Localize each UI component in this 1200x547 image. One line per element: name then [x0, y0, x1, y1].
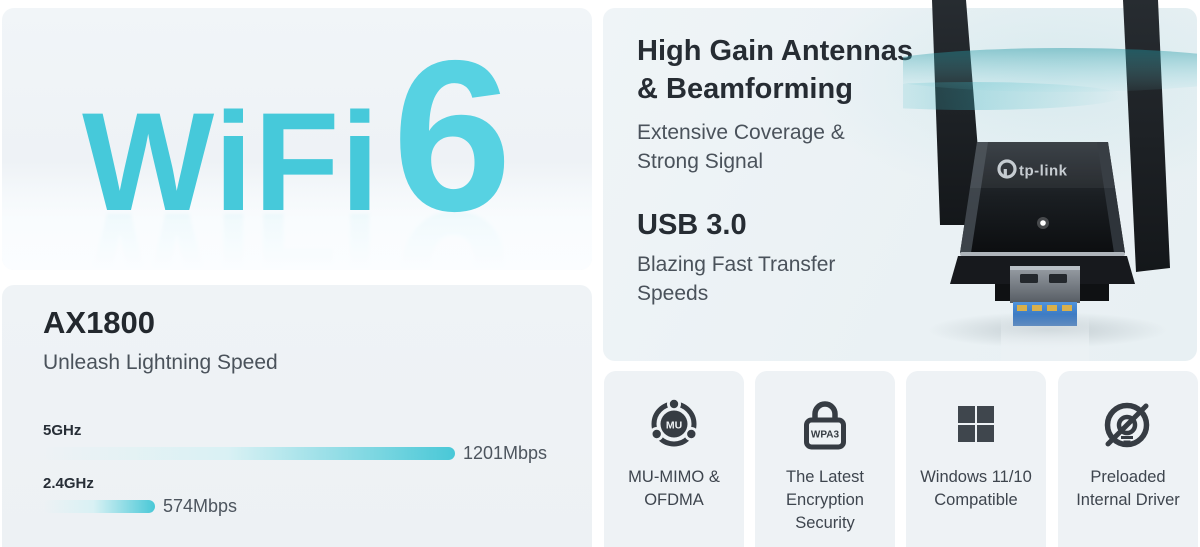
- wifi6-wordmark: WiFi 6: [2, 28, 592, 243]
- wifi-number: 6: [392, 15, 512, 256]
- hero-heading-line2: & Beamforming: [637, 73, 853, 105]
- no-cd-icon: [1058, 393, 1198, 455]
- right-antenna: [1123, 0, 1170, 272]
- tp-link-logo: tp-link: [997, 159, 1068, 180]
- speed-value: 1201Mbps: [463, 442, 548, 463]
- speed-bar: [43, 446, 455, 460]
- mu-mimo-icon: MU: [604, 393, 744, 455]
- ax1800-subtitle: Unleash Lightning Speed: [43, 351, 278, 374]
- speed-value: 574Mbps: [163, 495, 238, 516]
- feature-card-label: Preloaded Internal Driver: [1076, 468, 1180, 509]
- band-label: 5GHz: [43, 422, 82, 439]
- floor-gradient: [2, 160, 592, 270]
- wpa3-lock-icon: WPA3: [755, 393, 895, 455]
- beamforming-wave-small: [903, 82, 1123, 110]
- speed-bar-chart: 5GHz 1201Mbps 2.4GHz 574Mbps: [43, 422, 572, 528]
- feature-card-mu-mimo: MU MU-MIMO & OFDMA: [604, 371, 744, 547]
- feature-card-driver: Preloaded Internal Driver: [1058, 371, 1198, 547]
- speed-band-5ghz: 5GHz 1201Mbps: [43, 422, 572, 463]
- hero-panel: High Gain Antennas & Beamforming Extensi…: [603, 0, 1197, 361]
- windows-logo-icon: [906, 393, 1046, 455]
- body-left-facet: [960, 142, 988, 253]
- reflection-fade: [1001, 314, 1089, 361]
- brand-text: tp-link: [1019, 163, 1068, 180]
- body-right-facet: [1097, 142, 1125, 253]
- feature-card-windows: Windows 11/10 Compatible: [906, 371, 1046, 547]
- body-trim-strip: [960, 252, 1125, 256]
- beamforming-wave-large: [903, 48, 1197, 92]
- wifi6-panel: WiFi 6 WiFi 6: [2, 8, 592, 270]
- speed-bar: [43, 499, 155, 513]
- mu-icon-text: MU: [666, 420, 682, 432]
- hero-heading-antennas: High Gain Antennas & Beamforming: [637, 32, 913, 108]
- band-label: 2.4GHz: [43, 475, 94, 492]
- wifi-word: WiFi: [82, 83, 381, 240]
- feature-card-label: The Latest Encryption Security: [786, 468, 864, 532]
- hero-heading-line1: High Gain Antennas: [637, 35, 914, 67]
- ax1800-title: AX1800: [43, 305, 156, 340]
- wpa3-icon-text: WPA3: [811, 430, 840, 441]
- hero-subtitle-coverage: Extensive Coverage & Strong Signal: [637, 121, 845, 173]
- speed-band-24ghz: 2.4GHz 574Mbps: [43, 475, 572, 516]
- feature-card-label: MU-MIMO & OFDMA: [628, 468, 720, 509]
- ax1800-panel: AX1800 Unleash Lightning Speed 5GHz 1201…: [2, 285, 592, 547]
- led-indicator: [1040, 220, 1046, 226]
- hero-subtitle-speed: Blazing Fast Transfer Speeds: [637, 253, 836, 305]
- hero-heading-usb: USB 3.0: [637, 209, 747, 241]
- feature-card-wpa3: WPA3 The Latest Encryption Security: [755, 371, 895, 547]
- usb-adapter-product-image: tp-link: [903, 0, 1197, 361]
- feature-card-label: Windows 11/10 Compatible: [920, 468, 1032, 509]
- adapter-body: [960, 142, 1125, 253]
